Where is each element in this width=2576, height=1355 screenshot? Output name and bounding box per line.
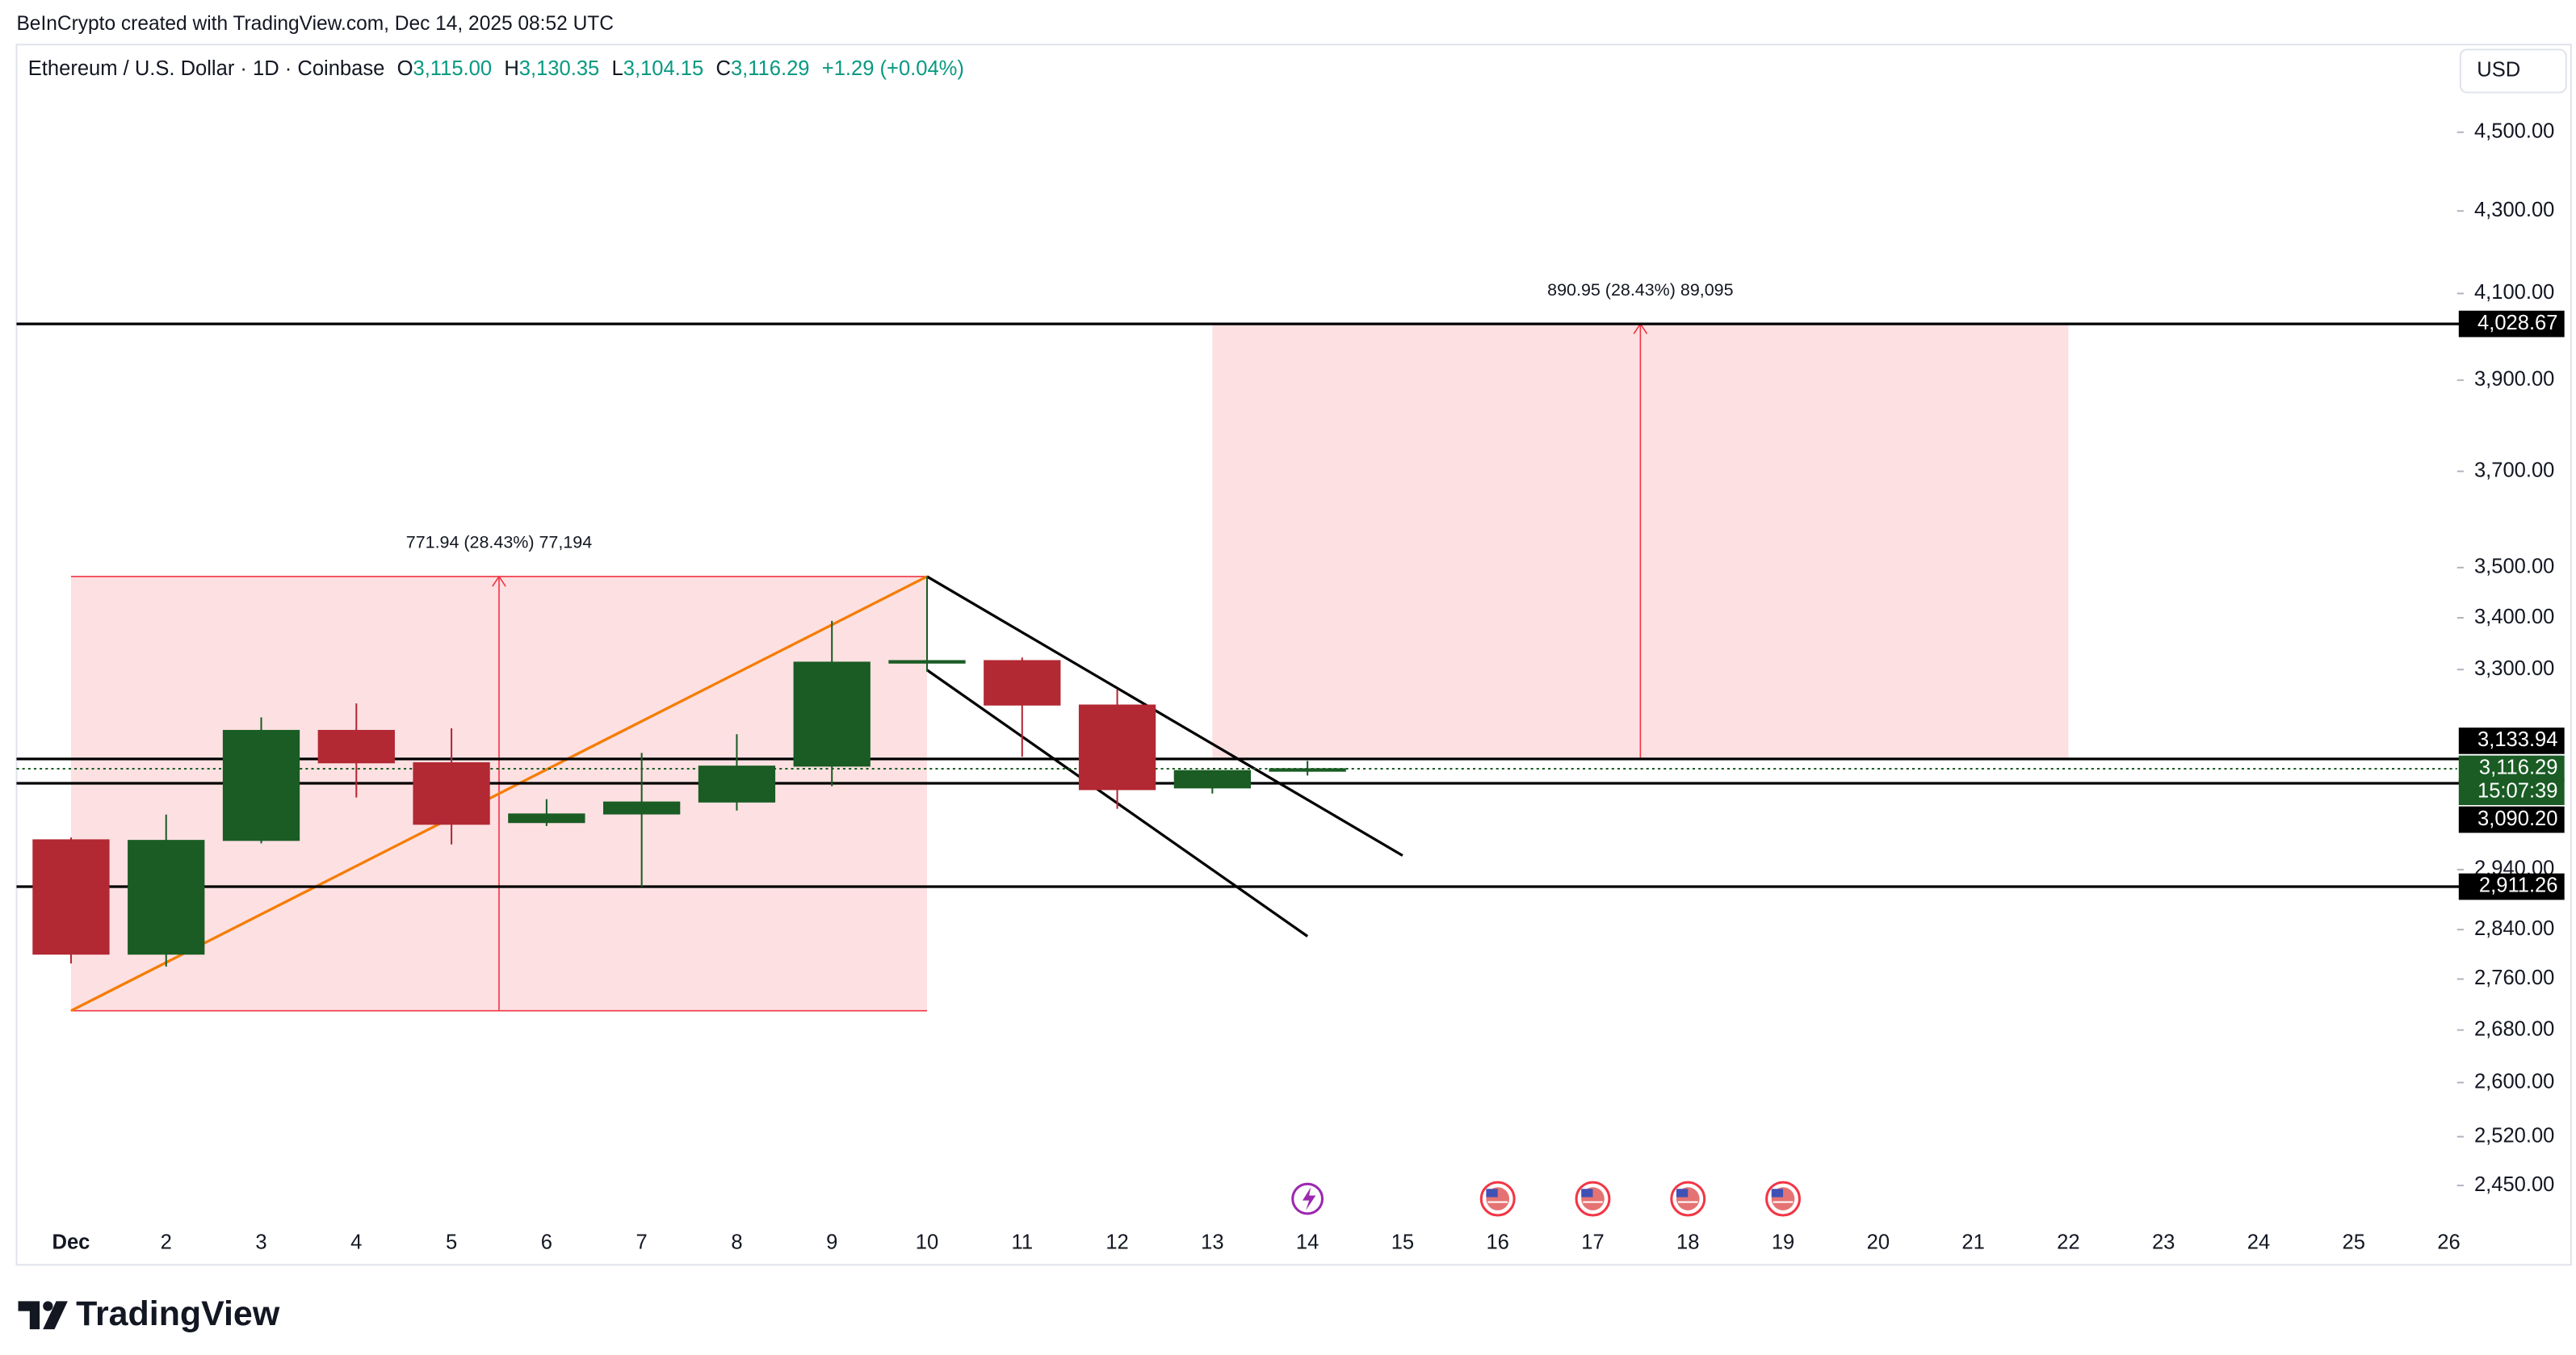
currency-label[interactable]: USD [2477, 59, 2520, 82]
trend-line [926, 575, 1403, 857]
logo-mark [18, 1301, 40, 1330]
candle-body [1078, 704, 1156, 791]
y-tick-label: 2,520.00 [2474, 1124, 2554, 1147]
brand-name: TradingView [76, 1294, 280, 1333]
y-tick-label: 3,500.00 [2474, 556, 2554, 578]
x-tick-label: 6 [541, 1231, 552, 1254]
level-label: 4,028.67 [2477, 312, 2557, 334]
event-icon [1771, 1189, 1784, 1198]
logo-mark [43, 1301, 53, 1311]
candle-body [32, 839, 110, 955]
legend-change: +1.29 (+0.04%) [822, 57, 964, 80]
x-tick-label: 11 [1012, 1231, 1034, 1254]
level-label-box [2458, 310, 2565, 338]
candle-body [698, 766, 776, 803]
measure-arrowhead [492, 575, 506, 587]
level-label-box [2458, 728, 2565, 754]
y-tick-label: 4,300.00 [2474, 199, 2554, 221]
x-tick-label: 21 [1961, 1231, 1984, 1254]
x-tick-label: 25 [2343, 1231, 2365, 1254]
x-tick-label: 19 [1772, 1231, 1794, 1254]
level-label: 3,133.94 [2477, 728, 2557, 751]
x-tick-label: 9 [826, 1231, 837, 1254]
trend-line [70, 575, 928, 1013]
countdown-label: 15:07:39 [2477, 779, 2557, 802]
logo-mark [43, 1301, 68, 1330]
event-icon [1581, 1189, 1593, 1198]
x-tick-label: 2 [161, 1231, 172, 1254]
x-tick-label: 22 [2057, 1231, 2079, 1254]
x-tick-label: 26 [2437, 1231, 2460, 1254]
y-tick-label: 4,100.00 [2474, 281, 2554, 304]
y-tick-label: 2,760.00 [2474, 967, 2554, 989]
event-icon [1486, 1189, 1498, 1198]
x-tick-label: 14 [1296, 1231, 1319, 1254]
x-tick-label: 7 [636, 1231, 648, 1254]
legend-value: 3,130.35 [519, 57, 599, 80]
brand-logo [18, 1301, 68, 1330]
candle-body [413, 762, 490, 825]
candle-body [222, 729, 300, 841]
candle-body [317, 729, 395, 764]
legend-value: 3,115.00 [413, 57, 493, 80]
event-icon [1302, 1187, 1316, 1210]
level-label: 2,911.26 [2479, 875, 2558, 897]
currency-button[interactable] [2459, 48, 2567, 94]
x-tick-label: 10 [916, 1231, 938, 1254]
legend-label: L [612, 57, 623, 80]
candle-body [888, 660, 966, 664]
y-tick-label: 2,600.00 [2474, 1070, 2554, 1093]
legend-label: H [504, 57, 518, 80]
level-label-box [2458, 806, 2565, 833]
x-tick-label: Dec [52, 1231, 90, 1254]
y-tick-label: 3,400.00 [2474, 606, 2554, 628]
plot [16, 131, 2464, 1187]
x-tick-label: 20 [1867, 1231, 1890, 1254]
candle-body [793, 661, 871, 767]
candle-body [1173, 770, 1251, 789]
y-tick-label: 3,900.00 [2474, 367, 2554, 390]
x-tick-label: 8 [731, 1231, 742, 1254]
y-tick-label: 2,450.00 [2474, 1173, 2554, 1196]
y-tick-label: 2,840.00 [2474, 917, 2554, 940]
legend-title: Ethereum / U.S. Dollar · 1D · Coinbase [28, 57, 385, 80]
y-tick-label: 3,300.00 [2474, 657, 2554, 680]
measure-label: 890.95 (28.43%) 89,095 [1547, 280, 1733, 300]
legend-value: 3,104.15 [623, 57, 703, 80]
candle-body [508, 813, 585, 824]
legend-value: 3,116.29 [731, 57, 810, 80]
last-price-label: 3,116.29 [2479, 757, 2558, 779]
candle-body [128, 840, 205, 955]
measure-label: 771.94 (28.43%) 77,194 [406, 533, 592, 552]
source-note: BeInCrypto created with TradingView.com,… [16, 13, 614, 35]
candle-body [984, 660, 1061, 706]
countdown-label-box [2458, 778, 2565, 805]
x-tick-label: 5 [446, 1231, 457, 1254]
chart-frame [15, 44, 2572, 1266]
x-tick-label: 23 [2152, 1231, 2175, 1254]
x-tick-label: 3 [255, 1231, 266, 1254]
level-label-box [2458, 873, 2565, 900]
event-icon [1676, 1189, 1689, 1198]
x-tick-label: 18 [1676, 1231, 1699, 1254]
legend-label: C [716, 57, 731, 80]
x-tick-label: 12 [1105, 1231, 1128, 1254]
y-tick-label: 4,500.00 [2474, 120, 2554, 142]
legend: Ethereum / U.S. Dollar · 1D · Coinbase O… [28, 57, 964, 80]
legend-label: O [397, 57, 413, 80]
y-tick-label: 3,700.00 [2474, 459, 2554, 481]
x-tick-label: 16 [1486, 1231, 1508, 1254]
x-tick-label: 4 [350, 1231, 362, 1254]
x-tick-label: 24 [2247, 1231, 2270, 1254]
x-tick-label: 15 [1391, 1231, 1414, 1254]
y-tick-label: 2,680.00 [2474, 1017, 2554, 1040]
x-tick-label: 17 [1581, 1231, 1604, 1254]
candle-body [603, 801, 681, 815]
level-label: 3,090.20 [2477, 808, 2557, 830]
last-price-label-box [2458, 755, 2565, 782]
candle-body [1269, 768, 1346, 772]
x-tick-label: 13 [1201, 1231, 1223, 1254]
